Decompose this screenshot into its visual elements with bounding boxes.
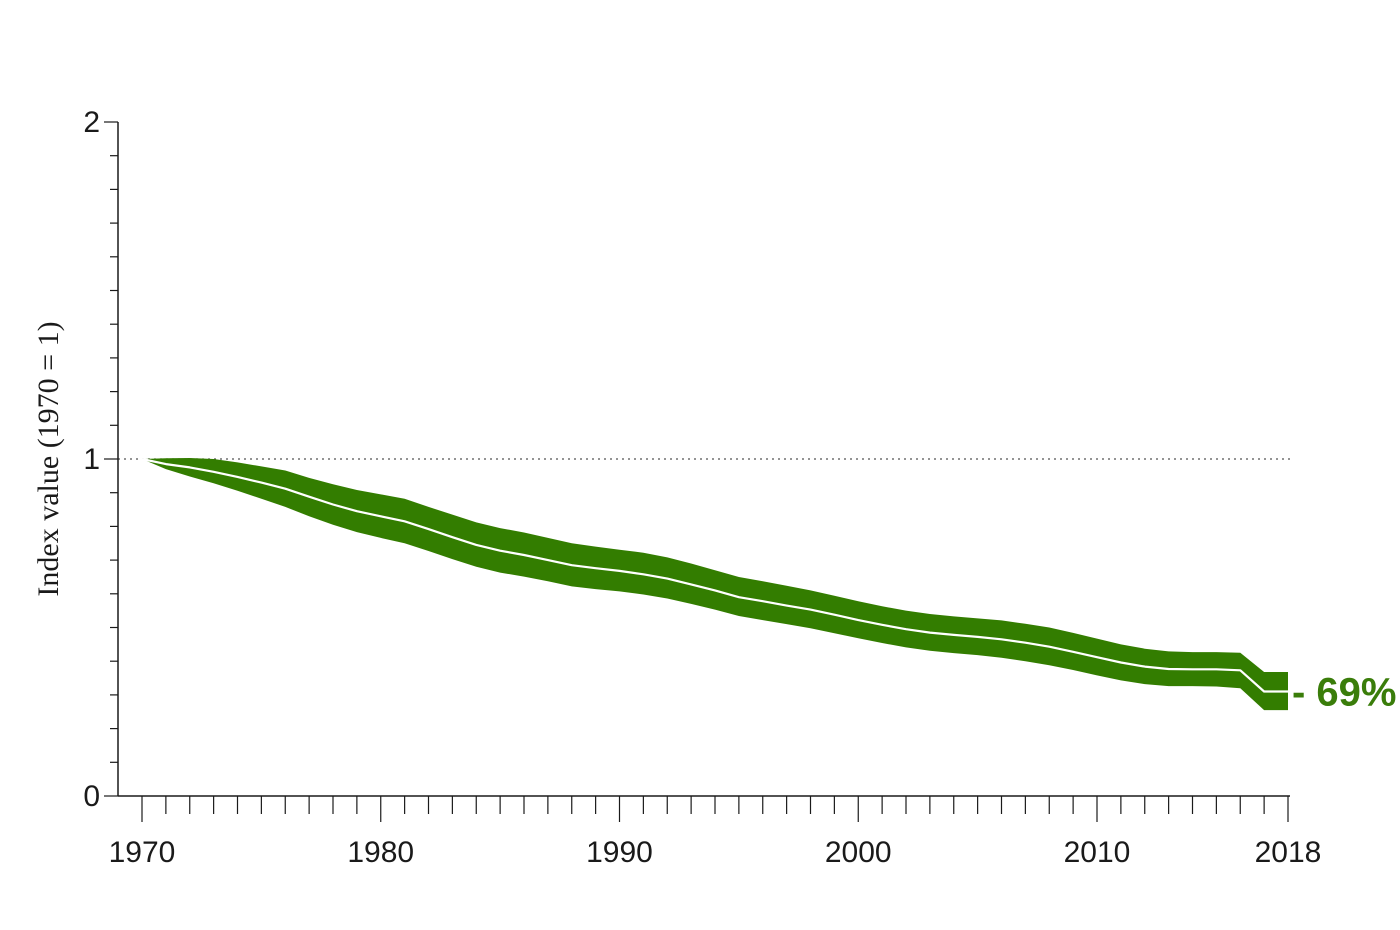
x-tick-label: 2000 (825, 836, 892, 869)
axes (104, 121, 1290, 822)
y-tick-label: 0 (83, 780, 100, 813)
index-line-layer (141, 457, 1289, 693)
confidence-band-layer (142, 458, 1288, 711)
y-tick-label: 2 (83, 106, 100, 139)
end-change-label: - 69% (1292, 671, 1397, 715)
x-tick-label: 1990 (586, 836, 653, 869)
x-tick-label: 2018 (1255, 836, 1322, 869)
x-tick-label: 1970 (109, 836, 176, 869)
x-tick-label: 2010 (1064, 836, 1131, 869)
confidence-band (142, 458, 1288, 711)
labels: 0 1 2 1970 1980 1990 2000 2010 2018 Index value (… (32, 106, 1397, 869)
y-tick-label: 1 (83, 443, 100, 476)
x-tick-label: 1980 (347, 836, 414, 869)
y-axis-title: Index value (1970 = 1) (32, 321, 65, 596)
